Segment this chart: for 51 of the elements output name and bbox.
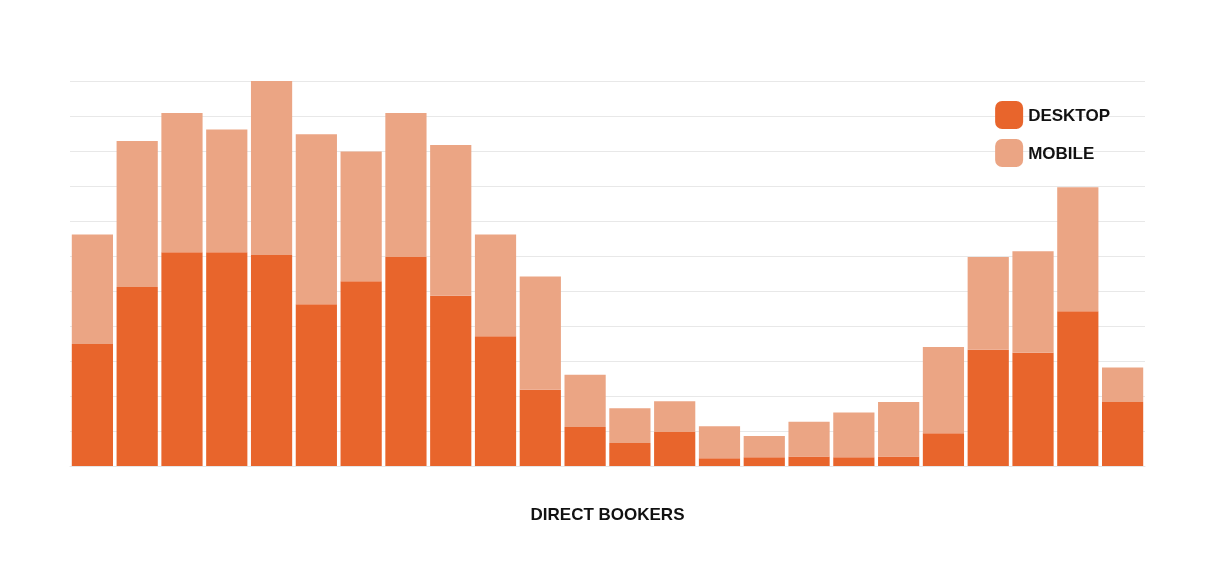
bar <box>564 427 606 466</box>
bar <box>250 81 293 256</box>
legend-label: MOBILE <box>1028 143 1095 163</box>
bar <box>922 347 965 434</box>
bar <box>519 389 561 466</box>
bar <box>295 304 337 466</box>
bar <box>340 281 382 466</box>
legend-label: DESKTOP <box>1028 105 1110 125</box>
bar <box>71 343 113 466</box>
bar <box>833 412 875 458</box>
bar <box>116 141 158 287</box>
bar <box>1012 251 1054 353</box>
bar <box>519 276 561 390</box>
bar <box>878 402 920 457</box>
bar <box>698 426 741 459</box>
bar <box>1102 402 1144 466</box>
bar <box>1057 187 1099 312</box>
bar <box>698 458 741 466</box>
bar <box>743 435 785 458</box>
bar <box>295 134 337 305</box>
bar <box>967 349 1009 466</box>
bar <box>654 432 696 466</box>
bar <box>250 255 293 466</box>
bar <box>1057 311 1099 466</box>
bar <box>743 457 785 466</box>
bar <box>385 112 427 257</box>
bar <box>967 256 1009 350</box>
bar <box>564 374 606 428</box>
bar <box>878 456 920 466</box>
bar <box>161 112 203 253</box>
bar <box>385 256 427 466</box>
bar <box>609 442 651 466</box>
bar <box>788 456 830 466</box>
bar <box>430 144 472 296</box>
bar <box>654 401 696 433</box>
bar <box>206 252 248 466</box>
x-axis-title: DIRECT BOOKERS <box>530 505 685 524</box>
bar <box>788 421 830 457</box>
bar <box>1102 367 1144 403</box>
bar <box>71 234 113 344</box>
bar <box>833 457 875 466</box>
bar <box>1012 352 1054 466</box>
bar <box>161 252 203 466</box>
bar <box>474 336 517 466</box>
bar <box>116 286 158 466</box>
bar <box>206 129 248 253</box>
bar <box>340 151 382 282</box>
bar <box>609 408 651 443</box>
bar <box>922 433 965 466</box>
bar <box>430 295 472 466</box>
bar <box>474 234 517 337</box>
